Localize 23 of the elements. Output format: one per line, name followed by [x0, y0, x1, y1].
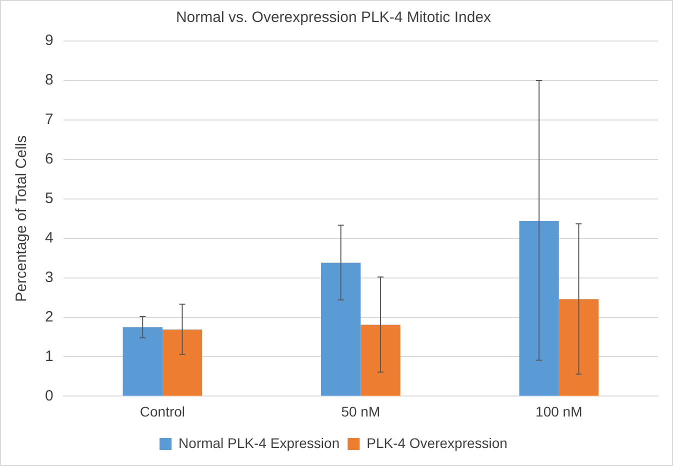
x-tick-label: 50 nM: [341, 403, 380, 420]
bar: [321, 262, 361, 396]
bar: [519, 220, 559, 396]
y-tick-label: 2: [45, 308, 54, 326]
bar: [162, 330, 202, 396]
bar: [360, 324, 400, 396]
chart-title: Normal vs. Overexpression PLK-4 Mitotic Index: [176, 9, 492, 26]
bar: [122, 327, 162, 396]
y-axis-title: Percentage of Total Cells: [13, 135, 30, 302]
y-tick-label: 0: [45, 387, 54, 404]
x-tick-label: 100 nM: [536, 403, 582, 420]
y-tick-label: 9: [45, 32, 54, 50]
y-tick-label: 5: [45, 190, 54, 208]
y-tick-label: 3: [45, 268, 54, 286]
y-tick-label: 7: [45, 111, 54, 128]
legend-label: PLK-4 Overexpression: [366, 434, 508, 451]
y-tick-label: 6: [45, 150, 54, 168]
legend-label: Normal PLK-4 Expression: [178, 434, 340, 451]
y-tick-label: 4: [45, 229, 54, 246]
y-tick-label: 8: [45, 72, 54, 89]
y-tick-label: 1: [45, 348, 54, 365]
x-tick-label: Control: [140, 403, 186, 420]
bar: [558, 299, 599, 396]
